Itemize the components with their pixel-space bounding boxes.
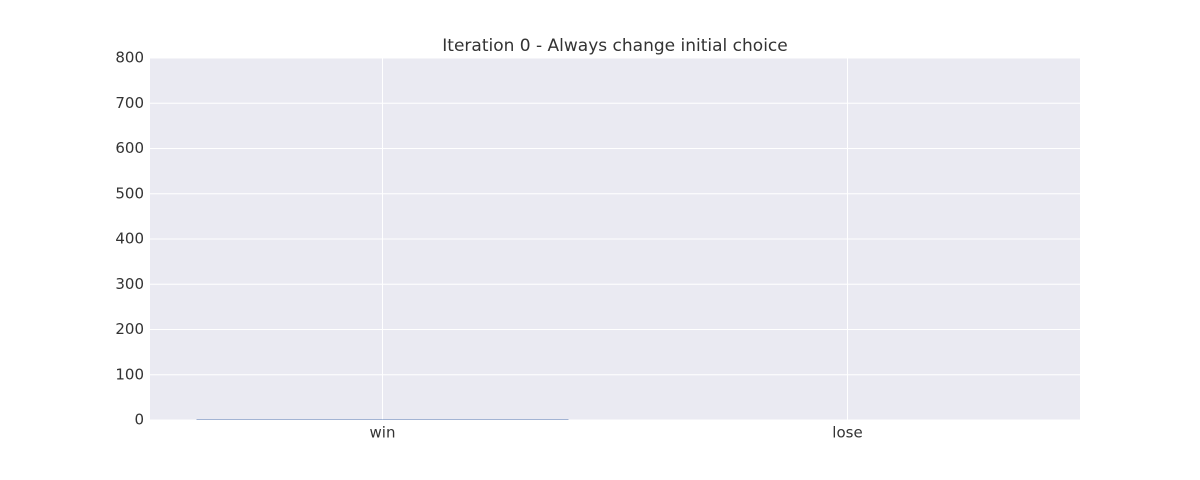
y-tick-label: 500 bbox=[115, 184, 144, 202]
y-tick-label: 800 bbox=[115, 49, 144, 67]
y-tick-label: 0 bbox=[134, 411, 144, 429]
y-tick-label: 600 bbox=[115, 139, 144, 157]
chart-title: Iteration 0 - Always change initial choi… bbox=[442, 36, 787, 56]
x-tick-label: win bbox=[370, 424, 396, 442]
x-tick-label: lose bbox=[832, 424, 862, 442]
y-tick-label: 400 bbox=[115, 230, 144, 248]
y-tick-label: 300 bbox=[115, 275, 144, 293]
y-tick-label: 700 bbox=[115, 94, 144, 112]
y-tick-label: 200 bbox=[115, 320, 144, 338]
y-tick-label: 100 bbox=[115, 365, 144, 383]
